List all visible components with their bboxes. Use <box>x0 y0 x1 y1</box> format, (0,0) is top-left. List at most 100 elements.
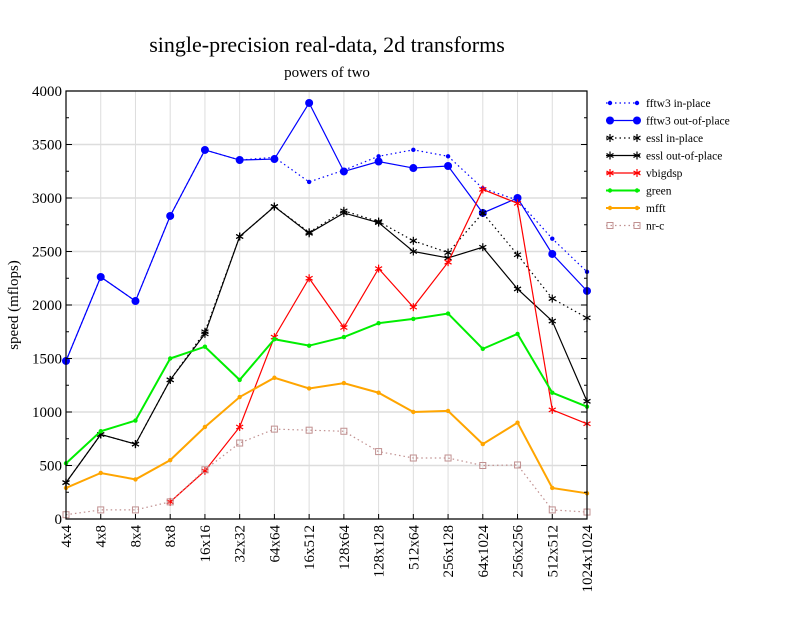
legend-marker <box>633 151 641 160</box>
data-point <box>479 208 487 217</box>
chart-subtitle: powers of two <box>284 65 370 81</box>
data-point <box>445 154 451 159</box>
star-stroke <box>606 152 614 159</box>
y-tick-label: 3500 <box>32 138 62 154</box>
data-point <box>411 316 416 322</box>
x-tick-label: 256x256 <box>511 525 527 578</box>
star-stroke <box>201 331 209 337</box>
data-point <box>98 470 103 476</box>
legend-marker <box>633 116 641 125</box>
data-point <box>409 247 418 256</box>
legend-marker <box>606 151 614 160</box>
data-point <box>409 303 418 312</box>
data-point <box>409 454 417 462</box>
legend-label: vbigdsp <box>646 168 683 180</box>
y-tick-label: 500 <box>40 459 63 475</box>
data-point <box>444 454 452 462</box>
data-point <box>237 394 242 400</box>
data-point <box>236 439 244 447</box>
x-tick-label: 8x8 <box>163 525 179 548</box>
x-tick-label: 32x32 <box>233 525 249 563</box>
data-point <box>272 337 277 342</box>
series-fftw3-out-of-place <box>62 98 591 365</box>
legend-item: fftw3 in-place <box>606 98 711 110</box>
star-stroke <box>479 186 487 192</box>
data-point <box>479 185 487 194</box>
series-line <box>65 101 588 362</box>
star-stroke <box>374 266 383 272</box>
x-tick-label: 512x64 <box>406 525 422 571</box>
data-point <box>305 274 313 283</box>
star-stroke <box>548 318 557 324</box>
axes: 4x4 4x8 8x4 8x8 16x16 32x32 64x64 16x512 128x64 1… <box>32 84 596 593</box>
data-point <box>133 418 138 423</box>
data-point <box>444 162 453 171</box>
series-nr-c <box>62 425 591 519</box>
legend-marker <box>606 169 614 177</box>
y-axis-label: speed (mflops) <box>6 260 22 350</box>
data-point <box>341 380 347 386</box>
y-tick-label: 0 <box>55 512 63 528</box>
star-stroke <box>235 424 244 430</box>
x-tick-label: 256x128 <box>441 525 457 578</box>
data-point <box>445 408 451 414</box>
data-point <box>168 457 173 463</box>
legend-marker <box>607 100 613 106</box>
star-stroke <box>305 230 313 236</box>
data-point <box>97 506 105 514</box>
series-essl-in-place <box>62 202 591 487</box>
star-stroke <box>548 407 557 413</box>
series-line <box>65 312 588 465</box>
star-stroke <box>633 152 641 159</box>
data-point <box>340 208 348 217</box>
legend-label: essl out-of-place <box>646 151 722 163</box>
star-stroke <box>374 220 383 226</box>
legend-marker <box>607 205 613 211</box>
data-point <box>201 329 209 338</box>
data-point <box>270 202 279 211</box>
data-point <box>133 477 138 482</box>
data-point <box>480 441 485 447</box>
star-stroke <box>409 238 418 244</box>
star-stroke <box>166 377 174 383</box>
legend-item: green <box>606 186 672 198</box>
data-point <box>479 462 487 469</box>
star-stroke <box>305 275 313 281</box>
legend-item: mfft <box>606 203 666 215</box>
star-stroke <box>235 233 244 240</box>
star-stroke <box>166 499 174 505</box>
data-point <box>513 284 522 293</box>
star-stroke <box>633 135 641 141</box>
star-stroke <box>444 259 452 265</box>
star-stroke <box>444 250 452 256</box>
data-point <box>550 236 555 241</box>
data-point <box>237 377 242 383</box>
data-point <box>96 272 105 281</box>
y-tick-label: 2000 <box>32 298 62 314</box>
star-stroke <box>513 252 522 258</box>
y-tick-label: 1000 <box>32 405 62 421</box>
data-point <box>514 461 522 469</box>
legend-label: fftw3 in-place <box>646 98 711 110</box>
data-point <box>306 386 312 391</box>
data-point <box>235 156 244 165</box>
data-point <box>548 294 557 303</box>
x-tick-label: 4x4 <box>59 525 75 548</box>
legend-marker <box>633 134 641 142</box>
legend-marker <box>634 100 640 106</box>
y-tick-label: 4000 <box>32 84 62 100</box>
data-point <box>513 194 522 202</box>
data-point <box>272 375 277 380</box>
data-point <box>166 375 174 384</box>
data-point <box>306 179 312 185</box>
star-stroke <box>548 296 557 302</box>
series-line <box>65 428 588 516</box>
series-line <box>65 376 588 495</box>
x-tick-label: 16x512 <box>302 525 318 570</box>
data-point <box>550 485 555 491</box>
data-point <box>98 429 103 434</box>
data-point <box>305 98 314 107</box>
x-tick-label: 4x8 <box>94 525 110 548</box>
legend-item: nr-c <box>606 221 664 233</box>
data-point <box>550 390 555 395</box>
